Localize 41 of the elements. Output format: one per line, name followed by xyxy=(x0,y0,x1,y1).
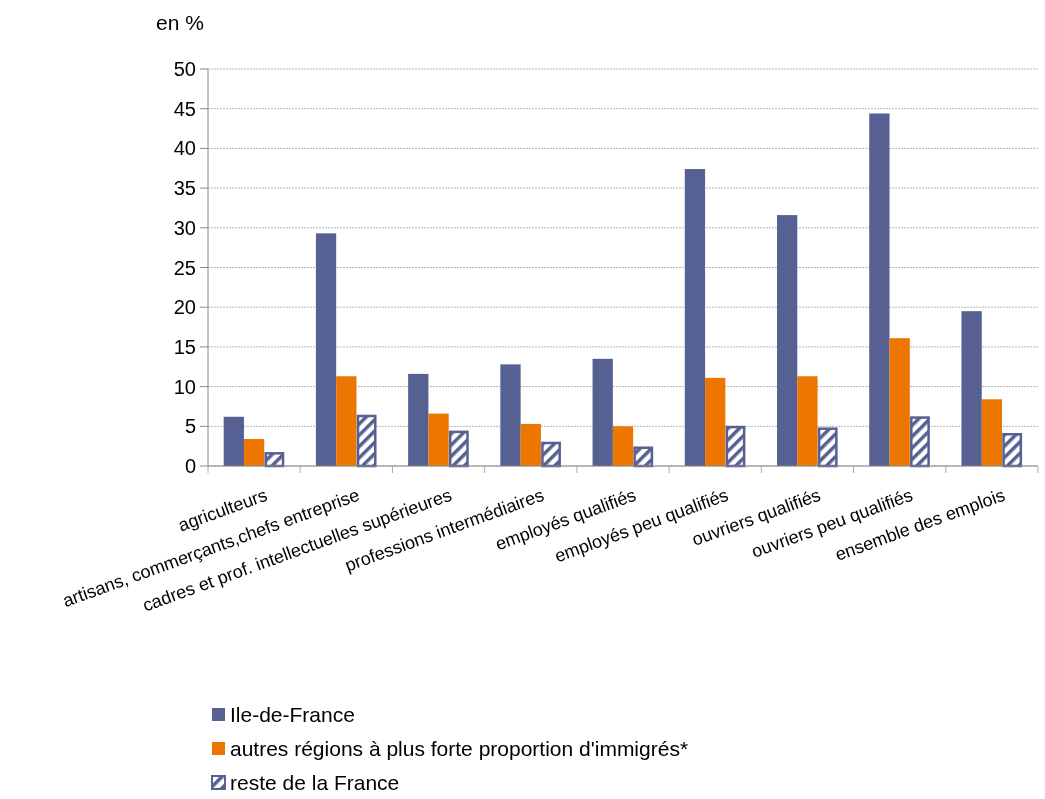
y-tick-label: 50 xyxy=(173,58,196,80)
y-tick-label: 10 xyxy=(173,375,196,398)
bar xyxy=(910,416,930,468)
bar xyxy=(1002,432,1023,468)
y-tick-label: 25 xyxy=(173,256,196,279)
bar xyxy=(981,399,1003,466)
bar xyxy=(612,426,634,466)
bar xyxy=(500,364,521,466)
bar xyxy=(725,425,746,468)
bar xyxy=(684,169,706,466)
bar xyxy=(520,423,541,466)
y-tick-label: 20 xyxy=(173,296,196,319)
y-tick-label: 5 xyxy=(184,415,196,438)
bar xyxy=(541,441,561,468)
bar xyxy=(961,311,982,466)
bar xyxy=(777,215,798,466)
bar xyxy=(336,376,357,466)
y-axis-title: en % xyxy=(156,11,204,34)
bar xyxy=(592,358,613,466)
bar xyxy=(243,439,265,466)
y-tick-label: 0 xyxy=(184,455,196,477)
bar xyxy=(448,430,469,468)
bar xyxy=(223,416,244,466)
y-tick-label: 15 xyxy=(173,335,196,358)
bar xyxy=(705,377,726,466)
y-tick-label: 30 xyxy=(173,216,196,239)
bar xyxy=(428,413,449,466)
bar xyxy=(315,233,337,466)
y-tick-label: 45 xyxy=(173,97,196,120)
legend-label: reste de la France xyxy=(230,771,400,795)
legend-label: Ile-de-France xyxy=(230,703,355,727)
bar xyxy=(817,427,838,468)
bar xyxy=(633,446,654,468)
legend-label: autres régions à plus forte proportion d'immigrés* xyxy=(230,737,689,761)
y-tick-label: 35 xyxy=(173,177,196,200)
bar xyxy=(408,373,429,466)
bar xyxy=(869,113,890,466)
bar xyxy=(356,414,377,468)
y-tick-label: 40 xyxy=(173,137,196,160)
bar xyxy=(797,376,818,466)
bar xyxy=(889,338,910,466)
